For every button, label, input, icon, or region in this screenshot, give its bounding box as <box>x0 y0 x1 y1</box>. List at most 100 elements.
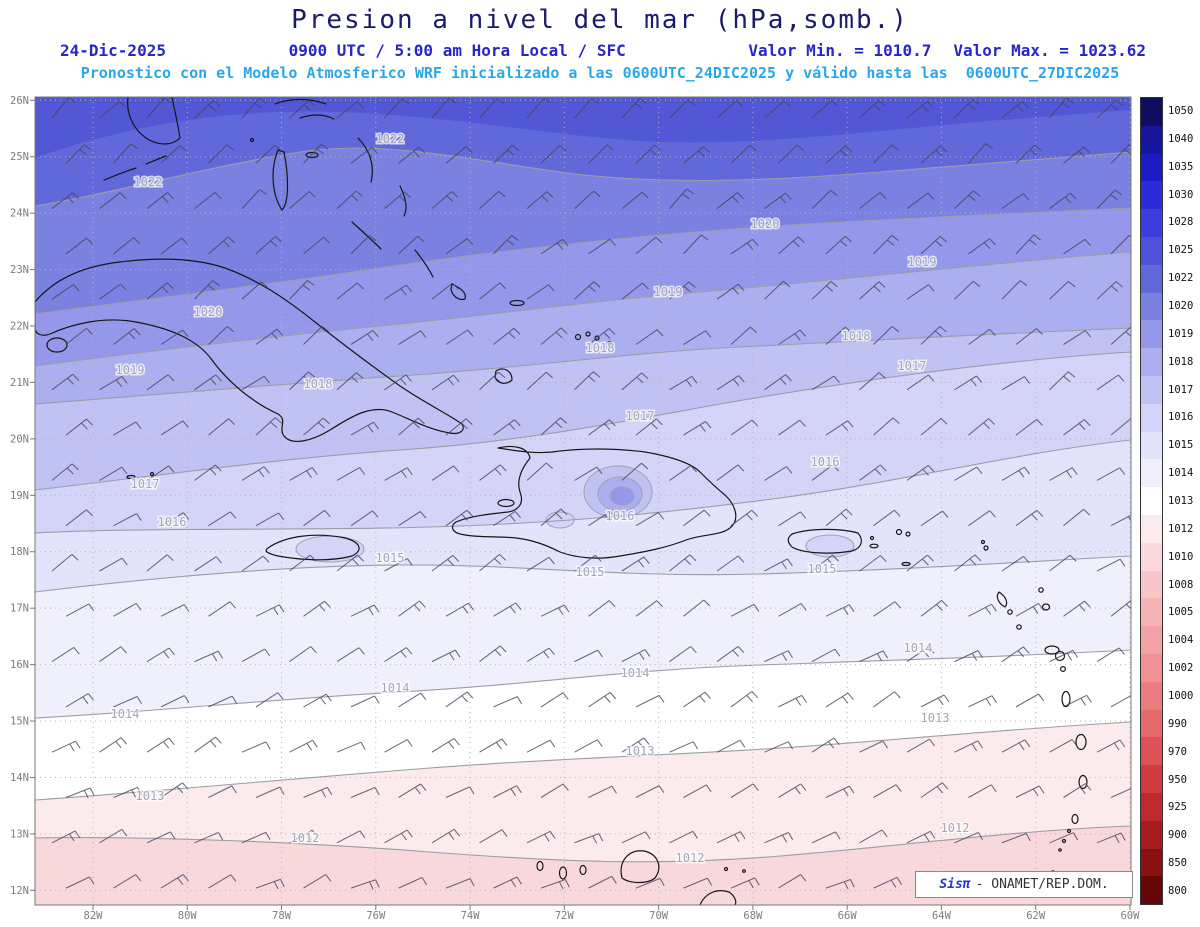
lon-label: 72W <box>555 910 575 922</box>
lon-label: 74W <box>461 910 481 922</box>
colorbar-label: 1010 <box>1168 550 1194 563</box>
contour-label: 1016 <box>606 509 635 523</box>
colorbar-swatch <box>1141 181 1162 210</box>
colorbar-swatch <box>1141 487 1162 515</box>
colorbar-label: 1004 <box>1168 634 1194 647</box>
sispi-logo: Sisπ <box>939 877 971 892</box>
lat-label: 19N <box>10 490 29 502</box>
colorbar-label: 1050 <box>1168 104 1194 117</box>
lat-label: 26N <box>10 95 29 107</box>
contour-label: 1017 <box>131 477 160 491</box>
contour-label: 1016 <box>811 455 840 469</box>
colorbar-label: 1020 <box>1168 299 1194 312</box>
contour-label: 1014 <box>381 681 410 695</box>
colorbar-label: 1040 <box>1168 132 1194 145</box>
contour-label: 1015 <box>576 565 605 579</box>
contour-label: 1013 <box>136 789 165 803</box>
lon-label: 66W <box>838 910 858 922</box>
colorbar-label: 1016 <box>1168 411 1194 424</box>
colorbar-label: 900 <box>1168 829 1187 842</box>
colorbar-swatch <box>1141 264 1162 293</box>
colorbar-swatch <box>1141 626 1162 654</box>
contour-label: 1017 <box>898 359 927 373</box>
lat-label: 13N <box>10 828 29 840</box>
contour-label: 1014 <box>904 641 933 655</box>
lat-label: 23N <box>10 264 29 276</box>
lon-label: 64W <box>932 910 952 922</box>
contour-labels: 1022 1022 1020 1020 1019 1019 1019 1018 1018 1018… <box>109 131 971 867</box>
contour-label: 1014 <box>111 707 140 721</box>
colorbar-swatch <box>1141 403 1162 432</box>
lat-label: 18N <box>10 546 29 558</box>
contour-label: 1015 <box>376 551 405 565</box>
lon-label: 82W <box>84 910 104 922</box>
colorbar-label: 925 <box>1168 801 1187 814</box>
lat-label: 24N <box>10 208 29 220</box>
colorbar-swatch <box>1141 320 1162 349</box>
contour-label: 1020 <box>194 305 223 319</box>
colorbar-label: 800 <box>1168 884 1187 897</box>
lon-label: 78W <box>272 910 292 922</box>
lat-label: 25N <box>10 151 29 163</box>
lon-label: 62W <box>1026 910 1046 922</box>
colorbar-swatch <box>1141 348 1162 376</box>
contour-label: 1018 <box>586 341 615 355</box>
colorbar-swatch <box>1141 514 1162 543</box>
valid-time: 0900 UTC / 5:00 am Hora Local / SFC <box>288 41 626 60</box>
colorbar-swatch <box>1141 765 1162 793</box>
colorbar-swatch <box>1141 153 1162 182</box>
colorbar-label: 1025 <box>1168 244 1194 257</box>
colorbar-swatch <box>1141 98 1162 126</box>
contour-label: 1013 <box>626 744 655 758</box>
contour-label: 1013 <box>921 711 950 725</box>
colorbar: 1050 1040 1035 1030 1028 1025 1022 1020 1019 1018… <box>1140 97 1198 905</box>
colorbar-label: 1019 <box>1168 327 1194 340</box>
value-max: Valor Max. = 1023.62 <box>953 41 1146 60</box>
colorbar-label: 1014 <box>1168 467 1194 480</box>
lat-label: 22N <box>10 321 29 333</box>
colorbar-swatch <box>1141 292 1162 321</box>
axis-labels: 26N 25N 24N 23N 22N 21N 20N 19N 18N 17N 16N 15N 14N 1… <box>10 95 1140 922</box>
colorbar-label: 1002 <box>1168 662 1194 675</box>
watermark-text: - ONAMET/REP.DOM. <box>975 877 1109 892</box>
lon-label: 80W <box>178 910 198 922</box>
contour-label: 1019 <box>116 363 145 377</box>
colorbar-label: 1018 <box>1168 355 1194 368</box>
colorbar-swatch <box>1141 125 1162 154</box>
colorbar-label: 1017 <box>1168 383 1194 396</box>
contour-label: 1012 <box>676 851 705 865</box>
colorbar-label: 1035 <box>1168 160 1194 173</box>
run-date: 24-Dic-2025 <box>60 41 166 60</box>
colorbar-swatch <box>1141 792 1162 821</box>
colorbar-swatch <box>1141 236 1162 265</box>
contour-label: 1019 <box>654 285 683 299</box>
colorbar-swatch <box>1141 681 1162 710</box>
lat-label: 17N <box>10 603 29 615</box>
contour-label: 1016 <box>158 515 187 529</box>
contour-label: 1020 <box>751 217 780 231</box>
pressure-shading-bands <box>35 97 1131 905</box>
value-min: Valor Min. = 1010.7 <box>748 41 932 60</box>
colorbar-label: 1022 <box>1168 272 1194 285</box>
lon-label: 76W <box>366 910 386 922</box>
lat-label: 20N <box>10 433 29 445</box>
lat-label: 15N <box>10 716 29 728</box>
colorbar-swatch <box>1141 375 1162 404</box>
colorbar-bar <box>1140 97 1163 905</box>
contour-label: 1019 <box>908 255 937 269</box>
contour-label: 1015 <box>808 562 837 576</box>
colorbar-swatch <box>1141 459 1162 488</box>
colorbar-swatch <box>1141 876 1162 905</box>
colorbar-label: 1013 <box>1168 494 1194 507</box>
colorbar-label: 1005 <box>1168 606 1194 619</box>
lon-label: 70W <box>649 910 669 922</box>
contour-label: 1017 <box>626 409 655 423</box>
colorbar-swatch <box>1141 542 1162 571</box>
colorbar-label: 1030 <box>1168 188 1194 201</box>
colorbar-swatch <box>1141 820 1162 849</box>
contour-label: 1012 <box>291 831 320 845</box>
colorbar-label: 1012 <box>1168 522 1194 535</box>
colorbar-swatch <box>1141 209 1162 237</box>
model-info-line: Pronostico con el Modelo Atmosferico WRF… <box>80 64 1120 82</box>
